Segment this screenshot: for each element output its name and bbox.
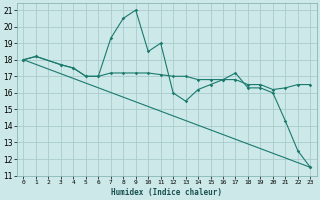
X-axis label: Humidex (Indice chaleur): Humidex (Indice chaleur): [111, 188, 222, 197]
